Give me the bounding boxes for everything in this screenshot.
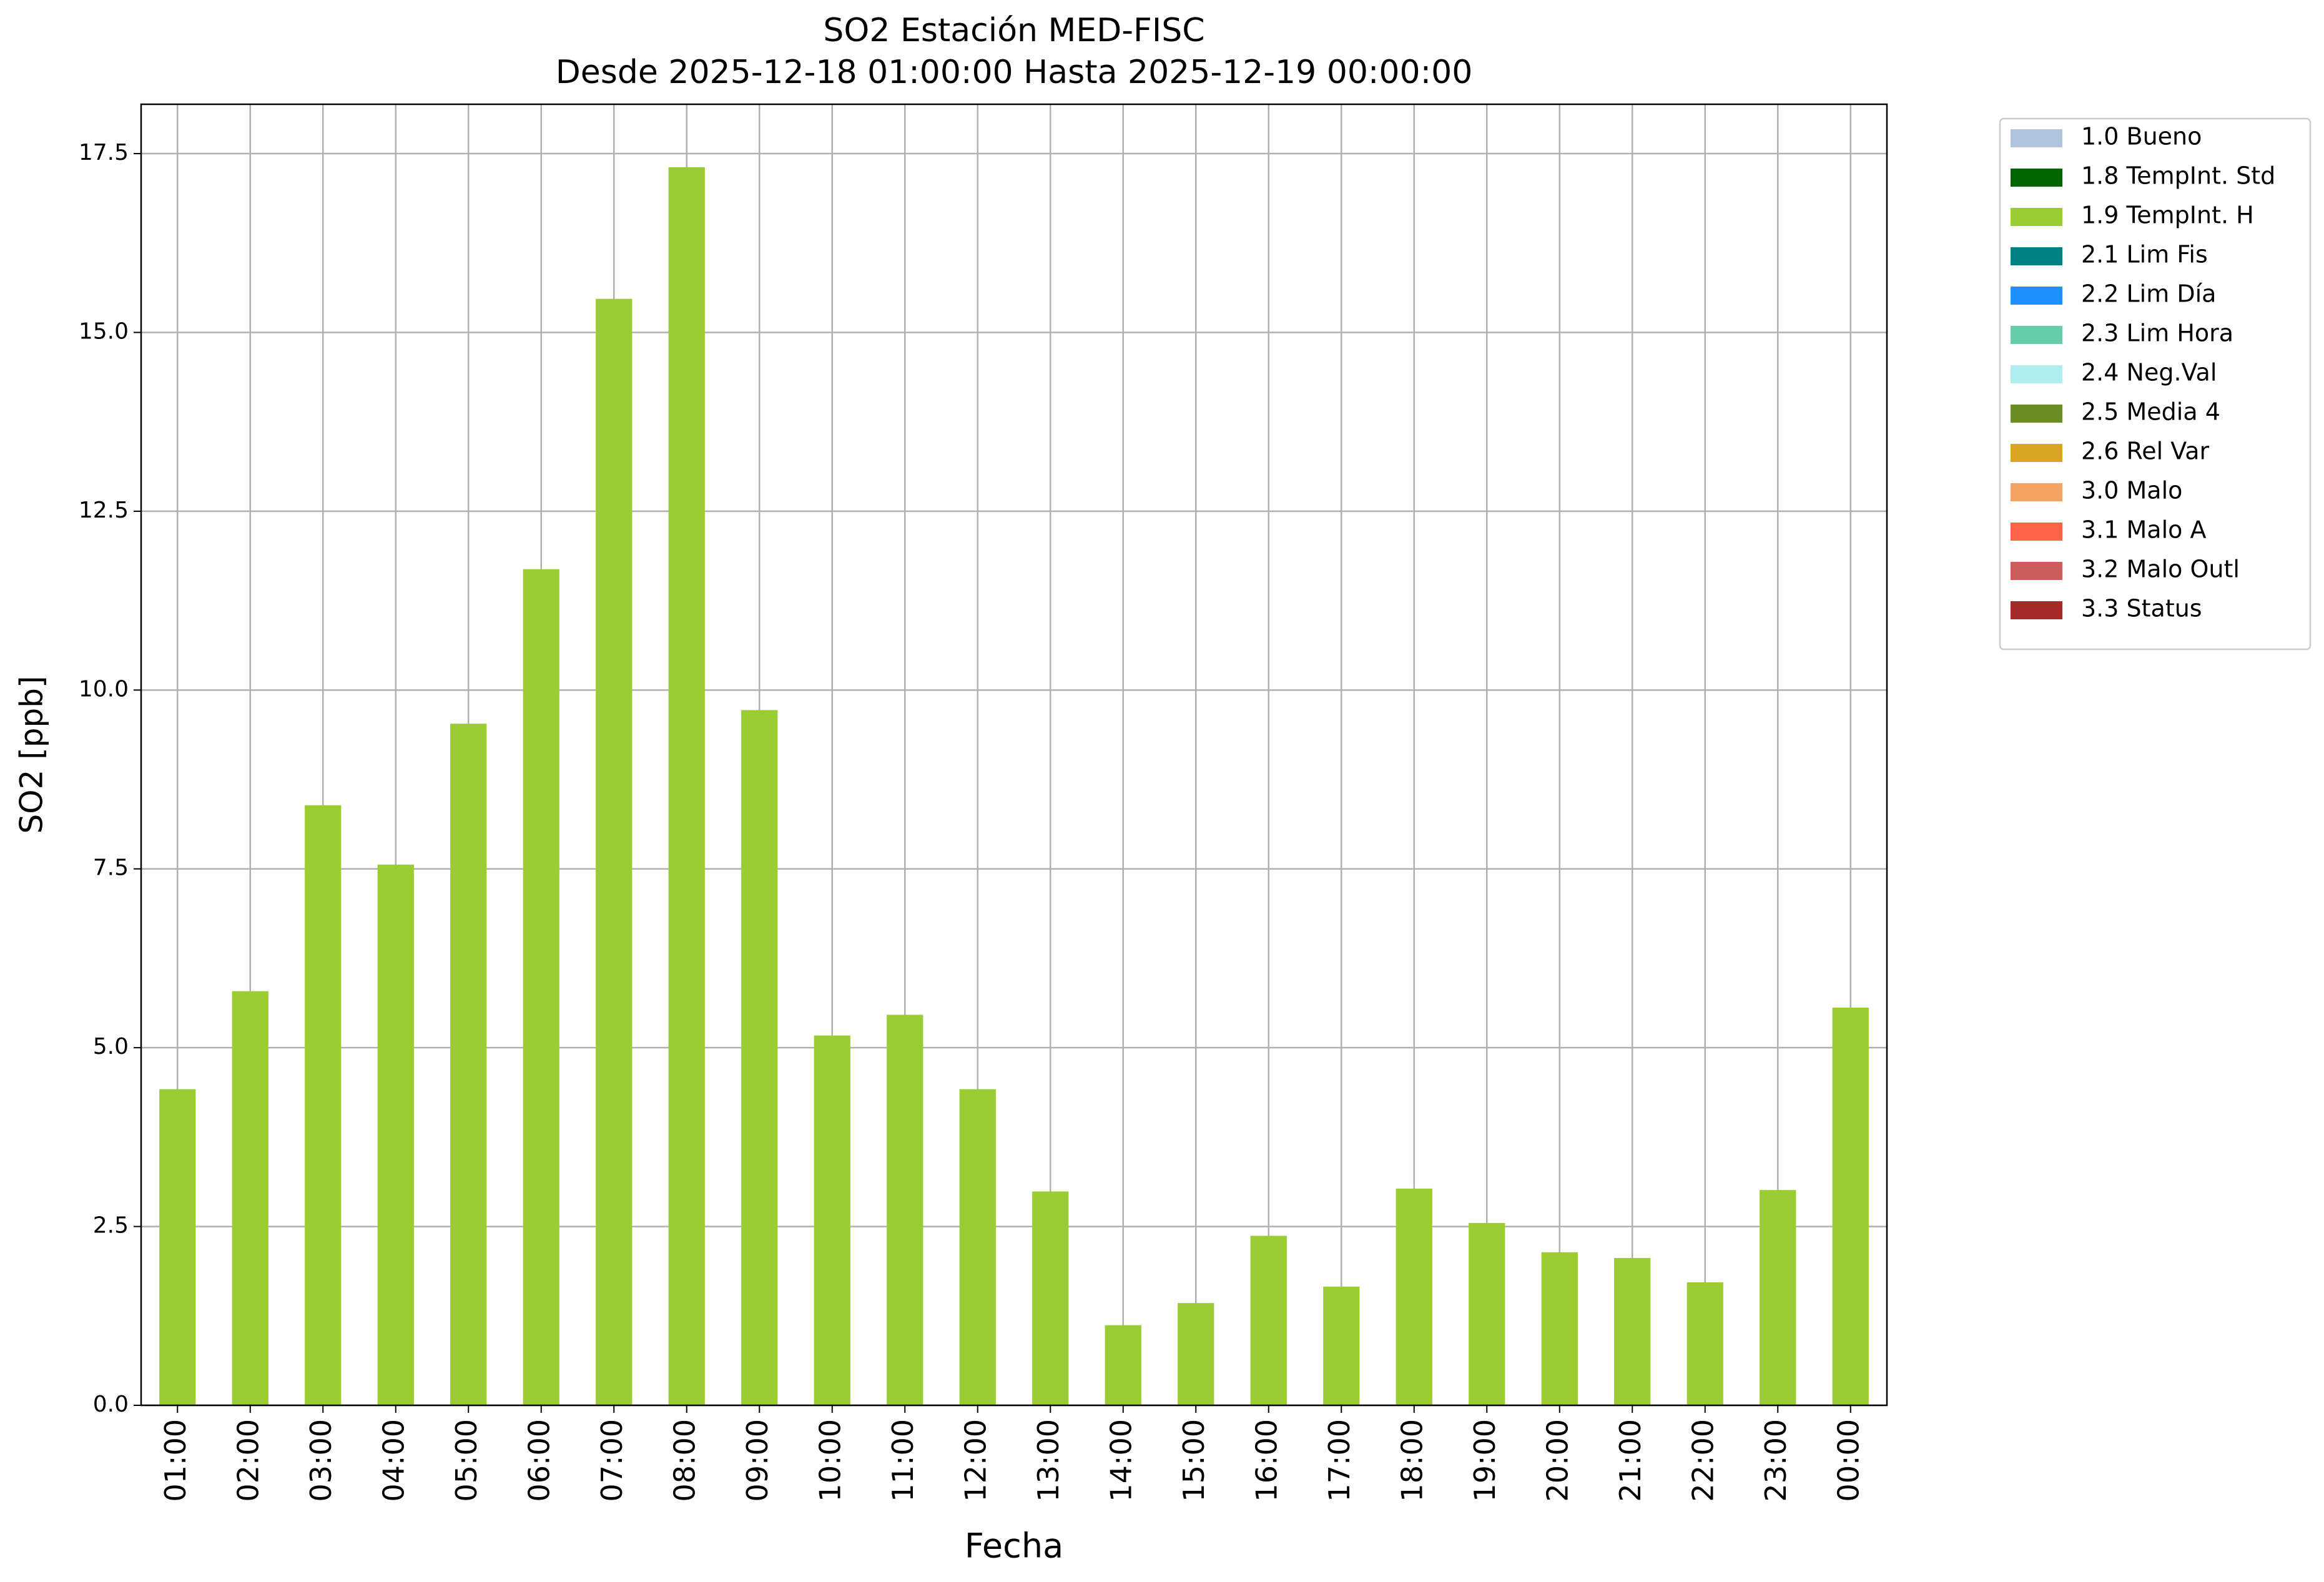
legend-label: 2.6 Rel Var <box>2081 438 2210 465</box>
y-tick-label: 7.5 <box>93 855 129 881</box>
legend-label: 1.8 TempInt. Std <box>2081 162 2275 190</box>
legend-swatch <box>2011 523 2062 541</box>
x-tick-label: 03:00 <box>304 1419 338 1502</box>
x-tick-label: 19:00 <box>1468 1419 1502 1502</box>
bar <box>1178 1303 1214 1405</box>
legend-swatch <box>2011 562 2062 580</box>
legend-swatch <box>2011 601 2062 619</box>
bar <box>1250 1236 1287 1405</box>
x-tick-label: 00:00 <box>1831 1419 1865 1502</box>
legend-swatch <box>2011 129 2062 147</box>
y-tick-label: 15.0 <box>79 318 129 344</box>
legend-label: 3.3 Status <box>2081 595 2202 622</box>
legend-label: 2.3 Lim Hora <box>2081 320 2233 347</box>
y-tick-label: 17.5 <box>79 140 129 165</box>
y-tick-label: 2.5 <box>93 1213 129 1239</box>
bar <box>232 991 268 1405</box>
bar <box>159 1089 196 1405</box>
x-tick-label: 09:00 <box>741 1419 774 1502</box>
x-tick-label: 13:00 <box>1032 1419 1065 1502</box>
legend-swatch <box>2011 287 2062 305</box>
x-tick-label: 23:00 <box>1759 1419 1793 1502</box>
legend-swatch <box>2011 326 2062 344</box>
legend-label: 3.0 Malo <box>2081 477 2182 504</box>
x-tick-label: 05:00 <box>450 1419 483 1502</box>
bar <box>1396 1188 1432 1405</box>
legend-label: 3.2 Malo Outl <box>2081 556 2240 583</box>
legend-swatch <box>2011 483 2062 501</box>
bar <box>1686 1282 1723 1405</box>
bar <box>887 1015 923 1405</box>
x-tick-label: 11:00 <box>886 1419 920 1502</box>
plot-frame <box>140 103 1888 1407</box>
x-tick-label: 02:00 <box>231 1419 265 1502</box>
x-tick-label: 07:00 <box>595 1419 629 1502</box>
x-tick-label: 01:00 <box>159 1419 192 1502</box>
x-tick-label: 04:00 <box>377 1419 410 1502</box>
bar <box>1541 1252 1578 1405</box>
x-tick-label: 16:00 <box>1249 1419 1283 1502</box>
legend-label: 1.0 Bueno <box>2081 123 2202 150</box>
bar <box>1760 1190 1796 1405</box>
bar <box>1032 1191 1069 1405</box>
bar <box>1832 1007 1869 1405</box>
legend-swatch <box>2011 405 2062 423</box>
x-tick-label: 06:00 <box>522 1419 556 1502</box>
bar <box>668 167 705 1406</box>
y-tick-label: 10.0 <box>79 676 129 702</box>
x-tick-label: 18:00 <box>1395 1419 1429 1502</box>
legend-label: 2.1 Lim Fis <box>2081 241 2208 268</box>
x-tick-label: 15:00 <box>1177 1419 1211 1502</box>
legend-swatch <box>2011 247 2062 265</box>
bar <box>523 569 559 1406</box>
x-axis-label: Fecha <box>965 1526 1063 1566</box>
bar <box>596 298 633 1405</box>
bar <box>1323 1286 1360 1405</box>
bar <box>1614 1257 1651 1405</box>
legend-swatch <box>2011 444 2062 462</box>
legend-label: 2.4 Neg.Val <box>2081 359 2217 386</box>
legend-box <box>1999 117 2312 651</box>
bar <box>814 1035 850 1405</box>
y-axis-label: SO2 [ppb] <box>14 676 50 833</box>
legend-swatch <box>2011 365 2062 383</box>
legend-swatch <box>2011 208 2062 226</box>
x-tick-label: 08:00 <box>667 1419 701 1502</box>
chart-subtitle: Desde 2025-12-18 01:00:00 Hasta 2025-12-… <box>556 54 1473 91</box>
x-tick-label: 10:00 <box>813 1419 847 1502</box>
bar <box>305 805 342 1405</box>
legend-label: 2.5 Media 4 <box>2081 398 2220 426</box>
bar <box>959 1089 996 1405</box>
y-tick-label: 0.0 <box>93 1392 129 1417</box>
x-tick-label: 14:00 <box>1104 1419 1138 1502</box>
x-tick-label: 20:00 <box>1540 1419 1574 1502</box>
legend-swatch <box>2011 169 2062 187</box>
y-tick-label: 12.5 <box>79 498 129 523</box>
x-tick-label: 12:00 <box>958 1419 992 1502</box>
bar <box>1469 1222 1505 1405</box>
x-tick-label: 21:00 <box>1613 1419 1647 1502</box>
y-tick-label: 5.0 <box>93 1034 129 1059</box>
bar <box>741 710 778 1405</box>
bar <box>450 724 487 1405</box>
legend-label: 3.1 Malo A <box>2081 516 2206 544</box>
bar <box>1105 1325 1141 1405</box>
x-tick-label: 17:00 <box>1322 1419 1356 1502</box>
chart-title: SO2 Estación MED-FISC <box>823 12 1204 49</box>
bar <box>377 864 414 1405</box>
legend-label: 1.9 TempInt. H <box>2081 202 2254 229</box>
legend-label: 2.2 Lim Día <box>2081 280 2216 308</box>
x-tick-label: 22:00 <box>1686 1419 1720 1502</box>
